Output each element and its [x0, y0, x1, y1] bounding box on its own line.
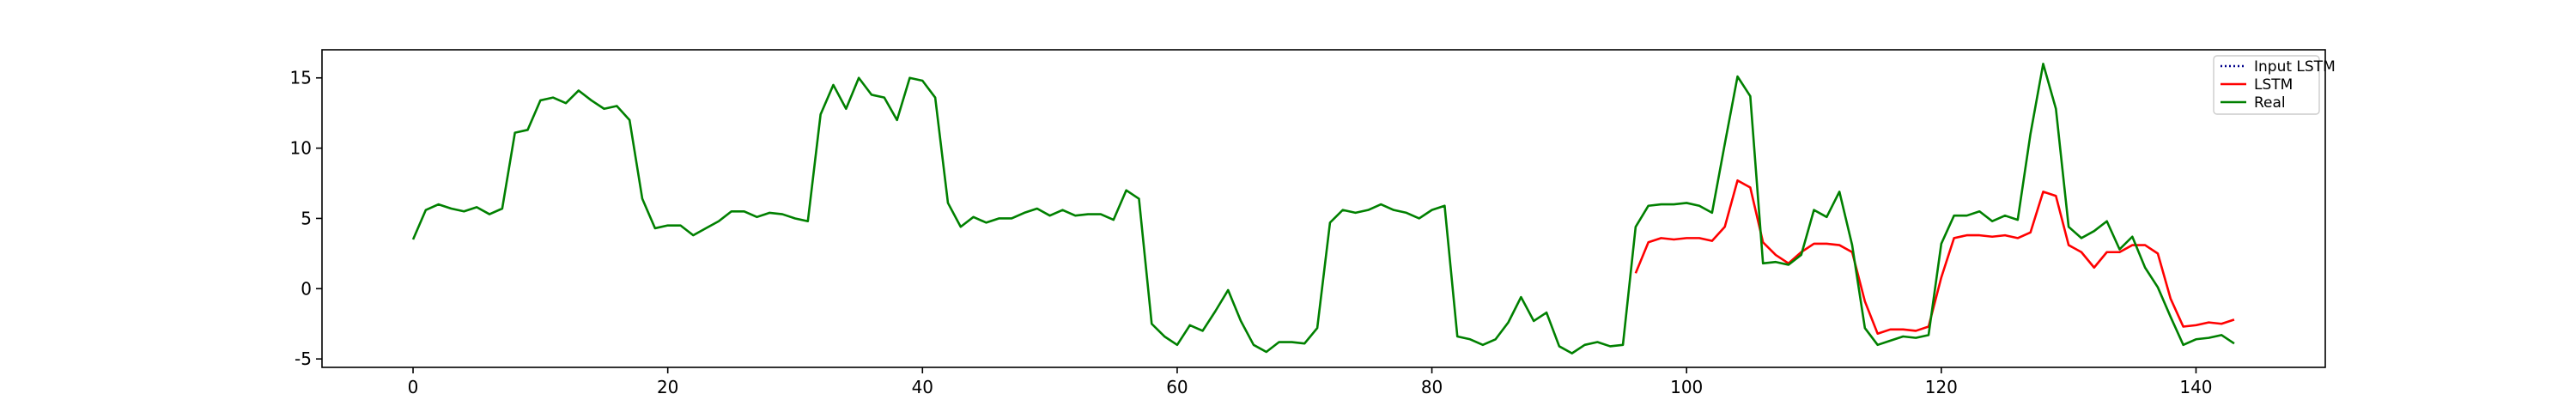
axes-layer: 0 20 40 60 80 100 120 140 -5 0 5 10 15 — [290, 49, 2326, 397]
y-tick-label: 15 — [290, 68, 312, 88]
legend-box — [2213, 55, 2320, 115]
x-tick-label: 40 — [912, 377, 933, 397]
series-layer — [411, 63, 2235, 354]
x-tick-label: 120 — [1925, 377, 1958, 397]
x-tick-label: 80 — [1421, 377, 1443, 397]
axes-frame — [321, 49, 2326, 368]
y-tick-label: -5 — [295, 348, 312, 369]
x-tick-label: 20 — [657, 377, 678, 397]
y-tick-label: 0 — [301, 278, 312, 299]
legend-label-2: Real — [2254, 94, 2286, 112]
y-tick-label: 5 — [301, 208, 312, 228]
x-tick-label: 0 — [408, 377, 419, 397]
legend-label-0: Input LSTM — [2254, 58, 2336, 76]
x-tick-label: 60 — [1166, 377, 1188, 397]
x-tick-label: 140 — [2179, 377, 2212, 397]
legend-label-1: LSTM — [2254, 76, 2293, 94]
x-tick-label: 100 — [1670, 377, 1703, 397]
series-line-2 — [411, 63, 2235, 354]
y-tick-label: 10 — [290, 138, 312, 159]
series-line-1 — [1634, 179, 2235, 336]
